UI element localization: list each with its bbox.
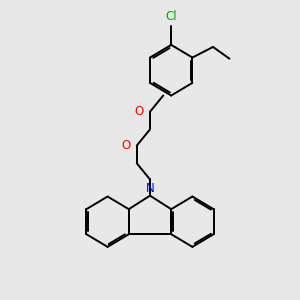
Text: Cl: Cl <box>165 11 177 23</box>
Text: O: O <box>122 139 131 152</box>
Text: N: N <box>146 182 154 195</box>
Text: O: O <box>135 105 144 118</box>
